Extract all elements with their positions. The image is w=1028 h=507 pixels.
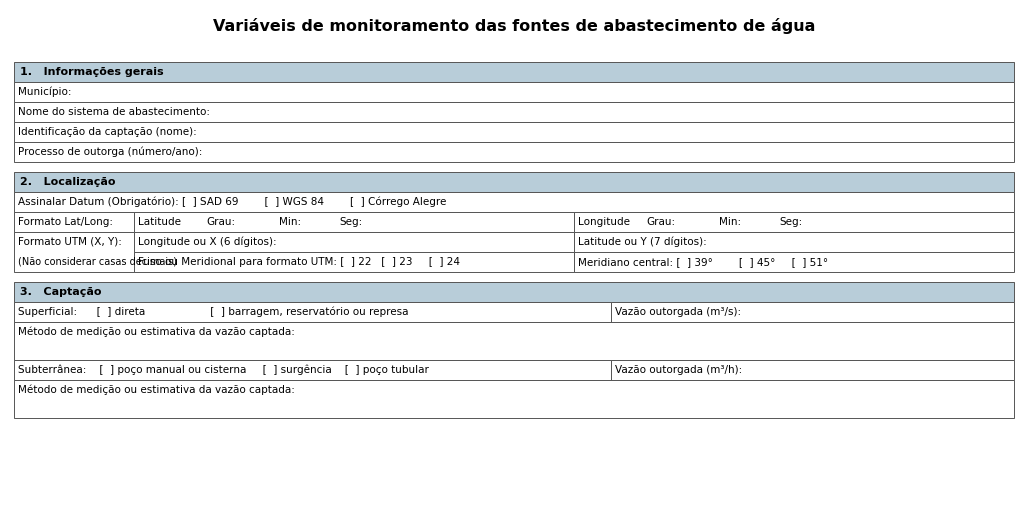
Bar [14, 102, 1014, 122]
Text: Identificação da captação (nome):: Identificação da captação (nome): [19, 127, 196, 137]
Text: 3.   Captação: 3. Captação [20, 287, 102, 297]
Text: Min:: Min: [279, 217, 301, 227]
Text: Fuso ou Meridional para formato UTM: [  ] 22   [  ] 23     [  ] 24: Fuso ou Meridional para formato UTM: [ ]… [138, 257, 460, 267]
Text: 2.   Localização: 2. Localização [20, 177, 115, 187]
Text: Método de medição ou estimativa da vazão captada:: Método de medição ou estimativa da vazão… [19, 385, 295, 395]
Bar [14, 360, 611, 380]
Text: (Não considerar casas decimais): (Não considerar casas decimais) [19, 257, 177, 267]
Bar [14, 142, 1014, 162]
Bar [14, 322, 1014, 360]
Text: Grau:: Grau: [646, 217, 675, 227]
Text: Variáveis de monitoramento das fontes de abastecimento de água: Variáveis de monitoramento das fontes de… [213, 18, 815, 34]
Bar [611, 360, 1014, 380]
Text: Assinalar Datum (Obrigatório): [  ] SAD 69        [  ] WGS 84        [  ] Córreg: Assinalar Datum (Obrigatório): [ ] SAD 6… [19, 197, 446, 207]
Text: Grau:: Grau: [206, 217, 235, 227]
Bar [574, 212, 1014, 232]
Bar [14, 380, 1014, 418]
Text: Latitude ou Y (7 dígitos):: Latitude ou Y (7 dígitos): [578, 237, 707, 247]
Bar [574, 252, 1014, 272]
Text: Longitude: Longitude [578, 217, 630, 227]
Text: 1.   Informações gerais: 1. Informações gerais [20, 67, 163, 77]
Text: Método de medição ou estimativa da vazão captada:: Método de medição ou estimativa da vazão… [19, 327, 295, 337]
Text: Vazão outorgada (m³/s):: Vazão outorgada (m³/s): [615, 307, 741, 317]
Bar [14, 172, 1014, 192]
Bar [611, 302, 1014, 322]
Bar [134, 232, 574, 252]
Bar [14, 82, 1014, 102]
Text: Processo de outorga (número/ano):: Processo de outorga (número/ano): [19, 147, 203, 157]
Text: Nome do sistema de abastecimento:: Nome do sistema de abastecimento: [19, 107, 210, 117]
Text: Seg:: Seg: [779, 217, 802, 227]
Bar [134, 212, 574, 232]
Bar [14, 212, 134, 232]
Bar [14, 282, 1014, 302]
Text: Subterrânea:    [  ] poço manual ou cisterna     [  ] surgência    [  ] poço tub: Subterrânea: [ ] poço manual ou cisterna… [19, 365, 429, 375]
Text: Vazão outorgada (m³/h):: Vazão outorgada (m³/h): [615, 365, 742, 375]
Text: Formato Lat/Long:: Formato Lat/Long: [19, 217, 113, 227]
Text: Município:: Município: [19, 87, 72, 97]
Bar [14, 192, 1014, 212]
Text: Seg:: Seg: [339, 217, 362, 227]
Bar [14, 122, 1014, 142]
Text: Latitude: Latitude [138, 217, 181, 227]
Text: Formato UTM (X, Y):: Formato UTM (X, Y): [19, 237, 122, 247]
Bar [134, 252, 574, 272]
Text: Longitude ou X (6 dígitos):: Longitude ou X (6 dígitos): [138, 237, 277, 247]
Text: Min:: Min: [719, 217, 741, 227]
Bar [14, 302, 611, 322]
Bar [574, 232, 1014, 252]
Text: Superficial:      [  ] direta                    [  ] barragem, reservatório ou : Superficial: [ ] direta [ ] barragem, re… [19, 307, 408, 317]
Bar [14, 232, 134, 272]
Text: Meridiano central: [  ] 39°        [  ] 45°     [  ] 51°: Meridiano central: [ ] 39° [ ] 45° [ ] 5… [578, 257, 829, 267]
Bar [14, 62, 1014, 82]
